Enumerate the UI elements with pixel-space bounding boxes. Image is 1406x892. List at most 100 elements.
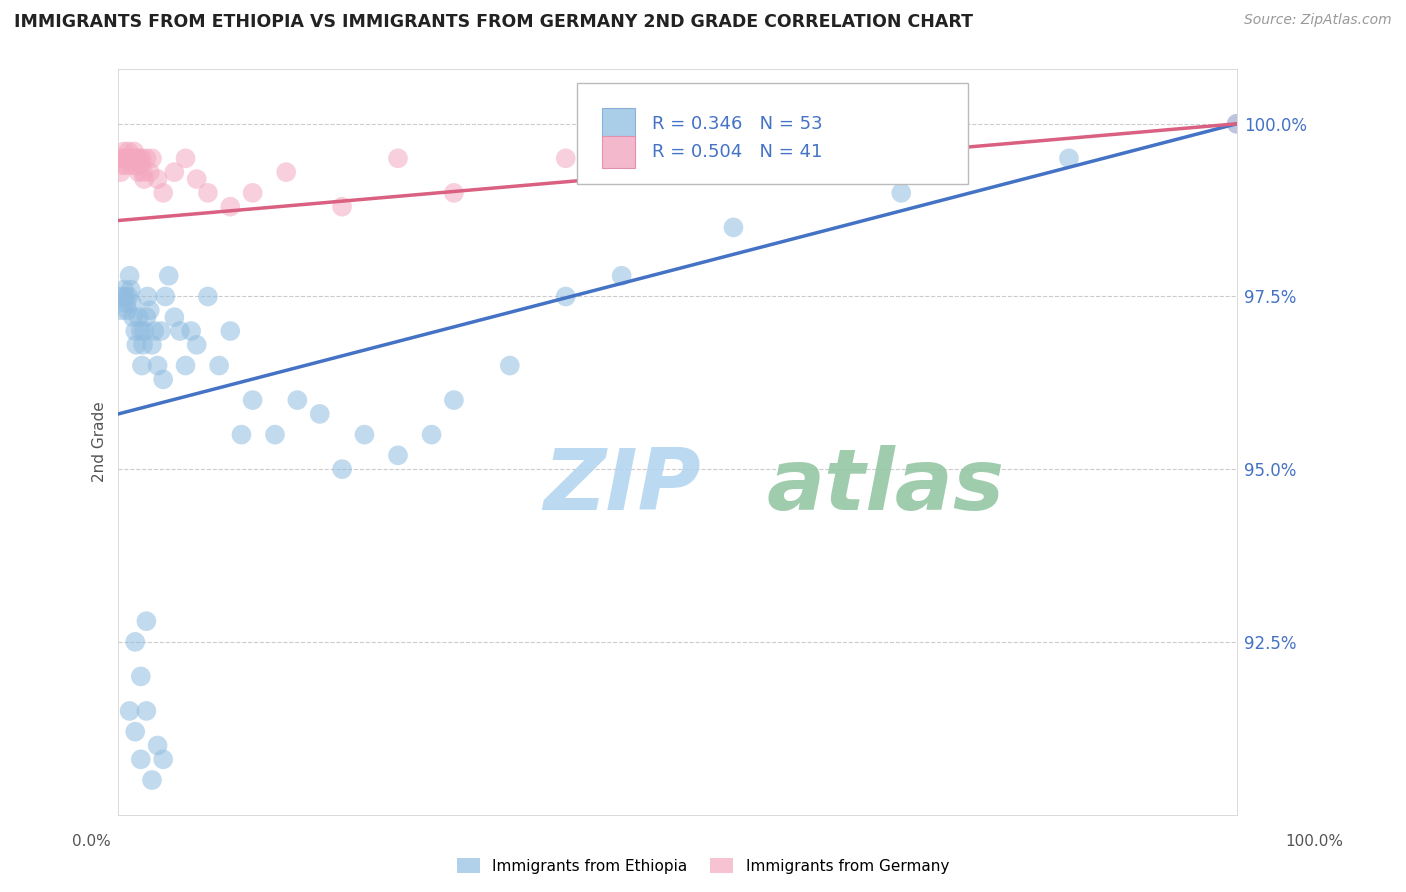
Point	[121, 158, 143, 172]
Point	[146, 739, 169, 753]
Point	[264, 427, 287, 442]
Point	[554, 151, 576, 165]
Point	[139, 165, 162, 179]
Point	[117, 145, 139, 159]
Point	[143, 324, 166, 338]
Point	[443, 393, 465, 408]
Point	[157, 268, 180, 283]
Point	[114, 151, 136, 165]
Y-axis label: 2nd Grade: 2nd Grade	[93, 401, 107, 482]
Point	[174, 151, 197, 165]
Point	[117, 289, 139, 303]
Point	[129, 669, 152, 683]
Point	[122, 145, 145, 159]
Text: R = 0.346   N = 53: R = 0.346 N = 53	[652, 115, 823, 133]
Point	[134, 172, 156, 186]
FancyBboxPatch shape	[602, 108, 636, 139]
Point	[124, 151, 146, 165]
Point	[353, 427, 375, 442]
Point	[141, 338, 163, 352]
Point	[610, 268, 633, 283]
Point	[231, 427, 253, 442]
Text: 100.0%: 100.0%	[1285, 834, 1344, 849]
Point	[117, 151, 139, 165]
Point	[135, 614, 157, 628]
Point	[197, 186, 219, 200]
Point	[118, 704, 141, 718]
Point	[163, 165, 186, 179]
Point	[114, 289, 136, 303]
Point	[174, 359, 197, 373]
Point	[139, 303, 162, 318]
Point	[186, 338, 208, 352]
Point	[129, 158, 152, 172]
Point	[115, 158, 138, 172]
Point	[110, 165, 132, 179]
Point	[186, 172, 208, 186]
Point	[112, 283, 135, 297]
Point	[127, 151, 149, 165]
Point	[146, 172, 169, 186]
Point	[135, 151, 157, 165]
Point	[1226, 117, 1249, 131]
Point	[152, 186, 174, 200]
Point	[135, 310, 157, 325]
Point	[111, 151, 134, 165]
Point	[128, 151, 150, 165]
Legend: Immigrants from Ethiopia, Immigrants from Germany: Immigrants from Ethiopia, Immigrants fro…	[451, 852, 955, 880]
FancyBboxPatch shape	[576, 84, 969, 184]
Point	[169, 324, 191, 338]
Point	[129, 324, 152, 338]
Point	[115, 296, 138, 310]
Point	[141, 151, 163, 165]
Point	[219, 324, 242, 338]
Point	[387, 448, 409, 462]
Point	[118, 151, 141, 165]
Point	[136, 289, 159, 303]
Point	[180, 324, 202, 338]
Point	[155, 289, 177, 303]
Point	[128, 165, 150, 179]
Text: R = 0.504   N = 41: R = 0.504 N = 41	[652, 143, 823, 161]
Point	[125, 158, 148, 172]
Point	[242, 393, 264, 408]
Point	[1057, 151, 1080, 165]
Point	[219, 200, 242, 214]
Point	[120, 283, 142, 297]
Point	[108, 151, 131, 165]
Point	[149, 324, 172, 338]
Point	[146, 359, 169, 373]
Point	[120, 151, 142, 165]
Point	[124, 324, 146, 338]
Point	[111, 303, 134, 318]
Point	[117, 303, 139, 318]
Point	[330, 462, 353, 476]
Point	[276, 165, 298, 179]
Point	[141, 772, 163, 787]
Point	[197, 289, 219, 303]
Point	[112, 145, 135, 159]
Point	[124, 724, 146, 739]
Text: 0.0%: 0.0%	[72, 834, 111, 849]
FancyBboxPatch shape	[602, 136, 636, 168]
Text: atlas: atlas	[768, 445, 1005, 528]
Point	[111, 158, 134, 172]
Point	[242, 186, 264, 200]
Point	[128, 310, 150, 325]
Point	[134, 324, 156, 338]
Point	[308, 407, 330, 421]
Point	[132, 338, 155, 352]
Point	[131, 359, 153, 373]
Point	[135, 704, 157, 718]
Point	[131, 151, 153, 165]
Text: IMMIGRANTS FROM ETHIOPIA VS IMMIGRANTS FROM GERMANY 2ND GRADE CORRELATION CHART: IMMIGRANTS FROM ETHIOPIA VS IMMIGRANTS F…	[14, 13, 973, 31]
Point	[118, 268, 141, 283]
Point	[122, 310, 145, 325]
Point	[110, 289, 132, 303]
Point	[125, 338, 148, 352]
Text: Source: ZipAtlas.com: Source: ZipAtlas.com	[1244, 13, 1392, 28]
Point	[946, 130, 969, 145]
Point	[122, 151, 145, 165]
Point	[163, 310, 186, 325]
Point	[443, 186, 465, 200]
